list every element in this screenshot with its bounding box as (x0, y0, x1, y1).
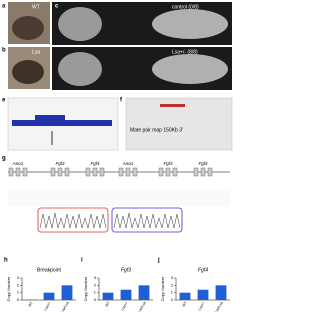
skull (58, 52, 102, 86)
y-tick-label: 0 (94, 297, 97, 302)
chart-title: Breakpoint (37, 267, 62, 273)
x-tick-label: Lsa/Lsa (214, 301, 224, 312)
gene-label: Fgf3 (163, 161, 173, 166)
label: control (0/8) (172, 4, 199, 10)
sequence (8, 190, 230, 206)
gene-label: Fgf3 (55, 161, 65, 166)
y-tick-label: 0 (17, 297, 20, 302)
trace (40, 213, 106, 228)
panel-letter: b (2, 48, 6, 54)
chromatogram-box (38, 208, 108, 232)
bar (44, 293, 55, 300)
y-tick-label: 1 (17, 290, 20, 295)
y-axis-label: Copy Number (160, 276, 165, 301)
y-tick-label: 0 (171, 297, 174, 302)
x-tick-label: WT (181, 300, 188, 307)
y-tick-label: 3 (94, 275, 97, 280)
exon (173, 168, 177, 176)
bar (121, 290, 132, 300)
gene-label: Ano1 (122, 161, 134, 166)
y-tick-label: 3 (17, 275, 20, 280)
exon (208, 168, 212, 176)
gene-label: Ano1 (12, 161, 24, 166)
x-tick-label: Lsa+/- (43, 300, 52, 311)
exon (133, 168, 137, 176)
exon (58, 168, 62, 176)
bar (198, 290, 209, 300)
x-tick-label: WT (27, 300, 34, 307)
mouse (12, 16, 44, 40)
chart-title: Fgf3 (121, 267, 131, 273)
panel-letter: h (4, 258, 8, 264)
y-axis-label: Copy Number (83, 276, 88, 301)
mouse (12, 60, 44, 84)
exon (119, 168, 123, 176)
chromatogram-box (112, 208, 182, 232)
panel-letter: f (120, 98, 123, 104)
exon (65, 168, 69, 176)
y-tick-label: 3 (171, 275, 174, 280)
skull (152, 54, 228, 84)
label: WT (32, 4, 40, 10)
bar (180, 293, 191, 300)
bar (62, 285, 73, 300)
x-tick-label: Lsa+/- (197, 300, 206, 311)
exon (194, 168, 198, 176)
y-tick-label: 2 (171, 282, 174, 287)
bar (216, 285, 227, 300)
panel-letter: e (2, 98, 6, 104)
exon (86, 168, 90, 176)
y-axis-label: Copy Number (6, 276, 11, 301)
exon (100, 168, 104, 176)
panel-letter: i (81, 258, 83, 264)
chart-title: Fgf4 (198, 267, 208, 273)
skull (58, 7, 102, 41)
y-tick-label: 1 (171, 290, 174, 295)
x-tick-label: Lsa/Lsa (137, 301, 147, 312)
exon (126, 168, 130, 176)
gene-label: Fgf4 (90, 161, 100, 166)
bar (139, 285, 150, 300)
x-tick-label: Lsa/Lsa (60, 301, 70, 312)
label: Mate pair map 150Kb 3' (130, 127, 183, 133)
exon (166, 168, 170, 176)
read (160, 104, 185, 107)
skull (152, 9, 228, 39)
y-tick-label: 2 (94, 282, 97, 287)
panel-letter: j (157, 258, 160, 264)
y-tick-label: 2 (17, 282, 20, 287)
coverage (35, 115, 65, 126)
panel-letter: a (2, 4, 6, 10)
exon (9, 168, 13, 176)
exon (201, 168, 205, 176)
exon (93, 168, 97, 176)
figure: a WT b Lsa c control (0/8) Lsa+/- (8/8) … (0, 0, 233, 312)
exon (23, 168, 27, 176)
exon (51, 168, 55, 176)
panel-letter: g (2, 156, 6, 162)
label: Lsa (32, 49, 40, 55)
bar (103, 293, 114, 300)
y-tick-label: 1 (94, 290, 97, 295)
exon (16, 168, 20, 176)
gene-label: Fgf4 (198, 161, 208, 166)
label: Lsa+/- (8/8) (172, 49, 198, 55)
x-tick-label: WT (104, 300, 111, 307)
exon (159, 168, 163, 176)
x-tick-label: Lsa+/- (120, 300, 129, 311)
trace (114, 213, 180, 228)
